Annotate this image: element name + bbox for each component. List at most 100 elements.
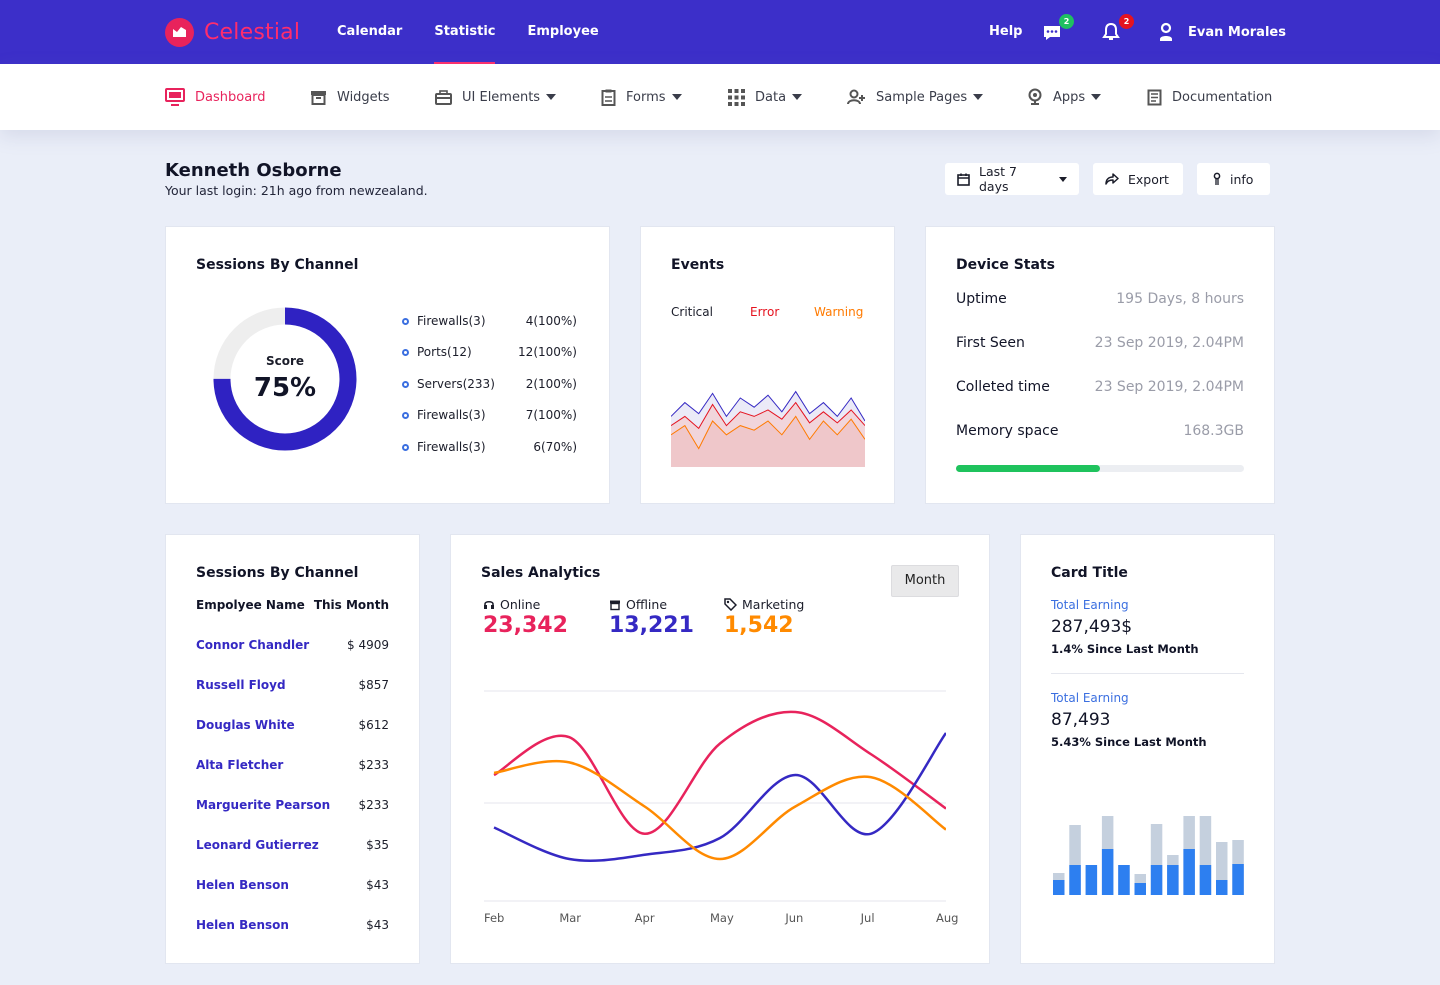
device-stats-card: Device Stats Uptime 195 Days, 8 hours Fir… — [925, 226, 1275, 504]
calendar-icon — [957, 173, 970, 186]
score-label: Score — [266, 354, 304, 368]
subnav-documentation-label: Documentation — [1172, 89, 1273, 105]
bar-front — [1150, 865, 1163, 895]
memory-progress-fill — [956, 465, 1100, 472]
user-plus-icon — [847, 89, 866, 105]
grid-icon — [728, 88, 745, 106]
user-menu[interactable]: Evan Morales — [1158, 0, 1286, 64]
clipboard-icon — [601, 89, 616, 106]
earning-label: Total Earning — [1051, 691, 1129, 705]
table-row: Leonard Gutierrez $35 — [196, 838, 389, 852]
subnav-ui-elements[interactable]: UI Elements — [435, 64, 557, 130]
subnav-widgets[interactable]: Widgets — [310, 64, 390, 130]
earning-change: 5.43% Since Last Month — [1051, 735, 1207, 749]
events-legend-warning: Warning — [814, 305, 864, 319]
notifications-button[interactable]: 2 — [1102, 14, 1134, 44]
stat-label: Memory space — [956, 423, 1059, 439]
x-tick-label: Apr — [634, 911, 655, 925]
subnav-sample-pages-label: Sample Pages — [876, 89, 968, 105]
top-bar: Celestial Calendar Statistic Employee He… — [0, 0, 1440, 64]
employee-amount: $233 — [358, 758, 389, 772]
tag-icon — [724, 598, 737, 611]
employee-amount: $612 — [358, 718, 389, 732]
employee-name-link[interactable]: Helen Benson — [196, 918, 289, 932]
info-button[interactable]: info — [1197, 163, 1270, 195]
subnav-apps[interactable]: Apps — [1027, 64, 1102, 130]
subnav-forms[interactable]: Forms — [601, 64, 682, 130]
subnav-sample-pages[interactable]: Sample Pages — [847, 64, 984, 130]
bar-front — [1232, 864, 1244, 895]
user-name: Evan Morales — [1188, 24, 1286, 40]
legend-value: 4(100%) — [525, 314, 577, 328]
stat-uptime: Uptime 195 Days, 8 hours — [956, 291, 1244, 307]
messages-button[interactable]: 2 — [1042, 14, 1074, 44]
score-value: 75% — [254, 373, 316, 403]
legend-dot-icon — [402, 443, 409, 451]
export-button[interactable]: Export — [1093, 163, 1183, 195]
box-icon — [310, 90, 327, 105]
subnav-dashboard[interactable]: Dashboard — [165, 64, 266, 130]
page-title: Kenneth Osborne — [165, 160, 342, 181]
messages-badge: 2 — [1059, 14, 1074, 29]
bar-back — [1216, 842, 1228, 895]
brand[interactable]: Celestial — [165, 17, 300, 47]
x-tick-label: Jul — [860, 911, 875, 925]
document-icon — [1147, 89, 1162, 106]
employee-name-link[interactable]: Russell Floyd — [196, 678, 286, 692]
area-line-error — [671, 401, 865, 430]
device-stats-title: Device Stats — [956, 257, 1055, 273]
events-card: Events Critical Error Warning — [640, 226, 895, 504]
employee-name-link[interactable]: Alta Fletcher — [196, 758, 284, 772]
bar-front — [1183, 849, 1195, 895]
subnav-data-label: Data — [755, 89, 787, 105]
employee-amount: $857 — [358, 678, 389, 692]
topnav-statistic[interactable]: Statistic — [434, 0, 496, 64]
divider — [1051, 673, 1244, 674]
employee-name-link[interactable]: Connor Chandler — [196, 638, 310, 652]
earnings-card-title: Card Title — [1051, 565, 1128, 581]
stat-first-seen: First Seen 23 Sep 2019, 2.04PM — [956, 335, 1244, 351]
help-link[interactable]: Help — [989, 24, 1023, 39]
stat-value: 23 Sep 2019, 2.04PM — [1094, 335, 1244, 351]
subnav-data[interactable]: Data — [728, 64, 803, 130]
bar-front — [1069, 865, 1081, 895]
legend-value: 7(100%) — [525, 408, 577, 422]
kpi-value: 23,342 — [483, 613, 568, 638]
events-title: Events — [671, 257, 725, 273]
table-row: Douglas White $612 — [196, 718, 389, 732]
employee-amount: $43 — [366, 918, 389, 932]
employee-card: Sessions By Channel Empolyee Name This M… — [165, 534, 420, 964]
chat-icon — [1044, 26, 1060, 40]
stat-collected-time: Colleted time 23 Sep 2019, 2.04PM — [956, 379, 1244, 395]
x-tick-label: Jun — [785, 911, 804, 925]
employee-name-link[interactable]: Helen Benson — [196, 878, 289, 892]
chevron-down-icon — [792, 94, 803, 100]
topnav-calendar[interactable]: Calendar — [337, 24, 403, 39]
table-row: Marguerite Pearson $233 — [196, 798, 389, 812]
legend-dot-icon — [402, 411, 409, 419]
month-button[interactable]: Month — [891, 565, 959, 597]
sales-analytics-title: Sales Analytics — [481, 565, 601, 581]
stat-label: First Seen — [956, 335, 1025, 351]
legend-value: 12(100%) — [518, 345, 577, 359]
brand-logo-icon — [165, 17, 194, 47]
sessions-card: Sessions By Channel Score 75% Firewalls(… — [165, 226, 610, 504]
topnav-employee[interactable]: Employee — [527, 24, 599, 39]
briefcase-icon — [435, 89, 452, 105]
subnav-documentation[interactable]: Documentation — [1147, 64, 1272, 130]
date-range-button[interactable]: Last 7 days — [945, 163, 1079, 195]
employee-card-title: Sessions By Channel — [196, 565, 359, 581]
stat-label: Colleted time — [956, 379, 1050, 395]
series-line-marketing — [493, 759, 946, 861]
x-tick-label: May — [710, 911, 734, 925]
kpi-online: Online 23,342 — [483, 597, 568, 638]
subnav-ui-elements-label: UI Elements — [462, 89, 541, 105]
legend-name: Servers(233) — [417, 377, 495, 391]
employee-name-link[interactable]: Douglas White — [196, 718, 295, 732]
area-line-critical — [671, 390, 865, 422]
employee-name-link[interactable]: Leonard Gutierrez — [196, 838, 319, 852]
last-login-text: Your last login: 21h ago from newzealand… — [165, 183, 428, 198]
table-row: Connor Chandler $ 4909 — [196, 638, 389, 652]
chevron-down-icon — [671, 94, 682, 100]
employee-name-link[interactable]: Marguerite Pearson — [196, 798, 331, 812]
